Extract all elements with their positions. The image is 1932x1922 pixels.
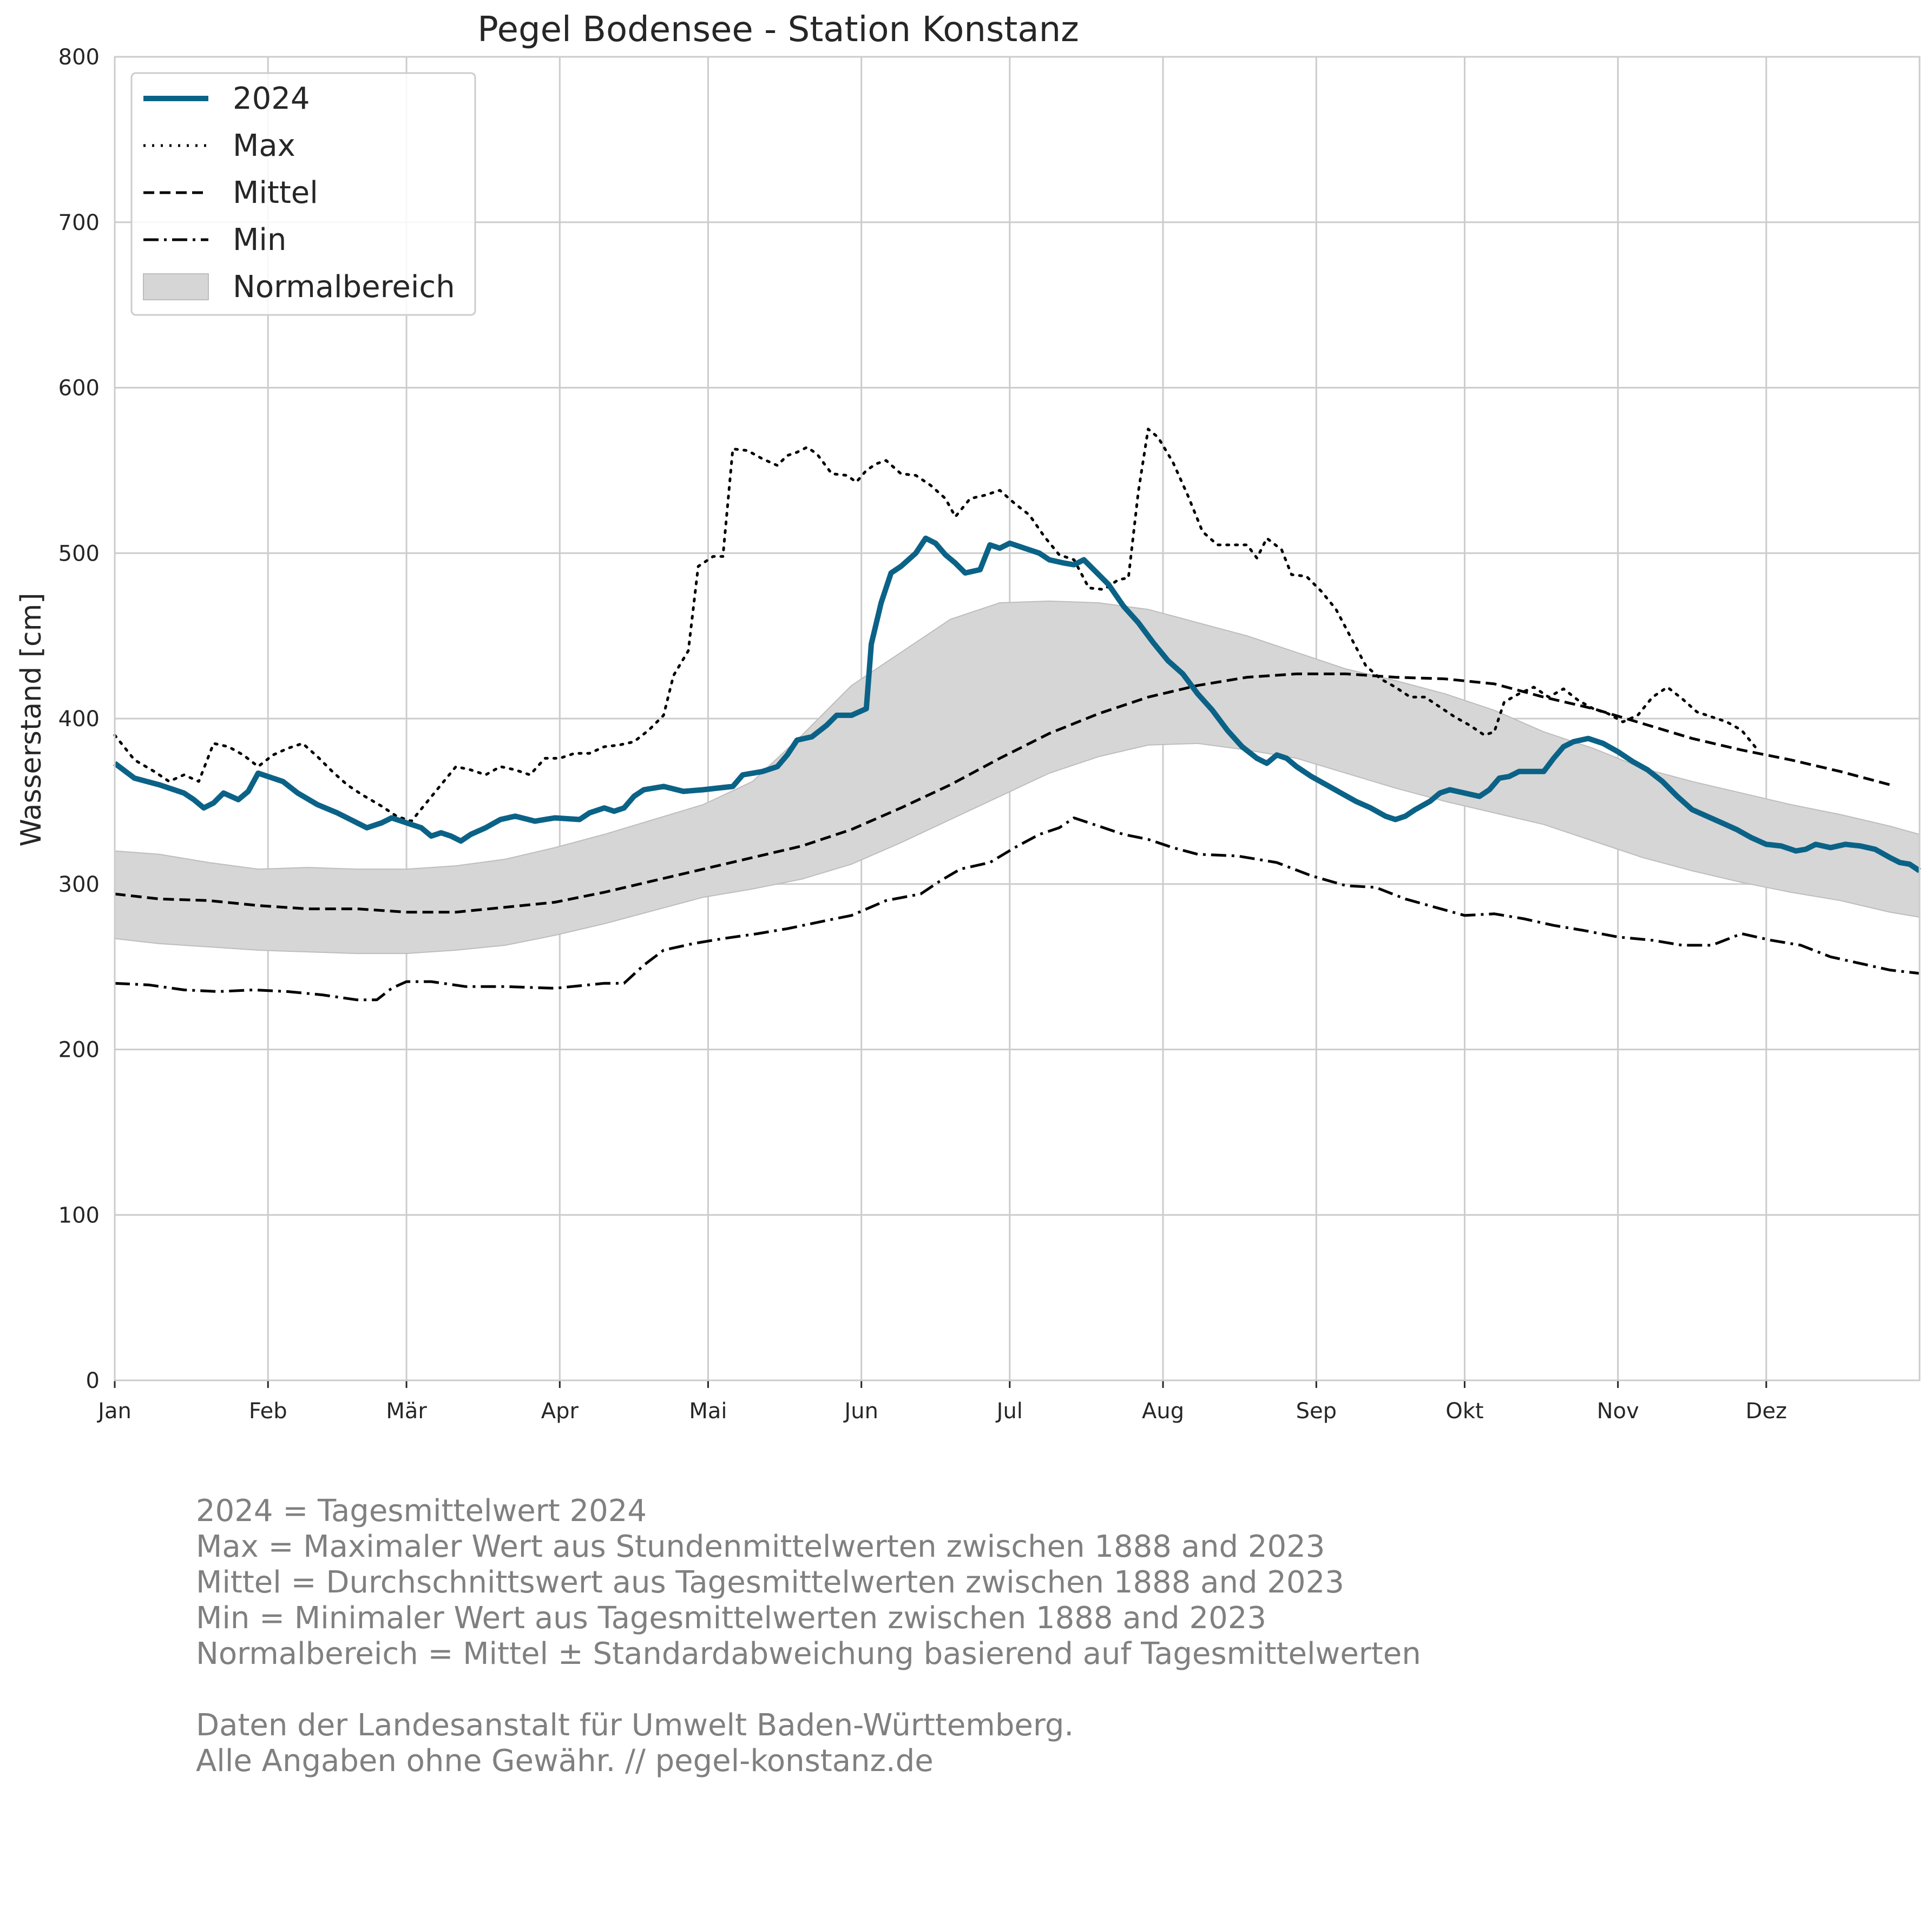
series-lines xyxy=(113,427,1921,1002)
footnote-2024: 2024 = Tagesmittelwert 2024 xyxy=(196,1493,647,1529)
legend-swatch-normalbereich xyxy=(143,273,209,300)
series-line-2024 xyxy=(113,535,1921,873)
x-tick-label: Feb xyxy=(249,1399,287,1424)
legend-label-mittel: Mittel xyxy=(233,175,318,210)
legend-label-min: Min xyxy=(233,222,286,258)
footnote-normalbereich: Normalbereich = Mittel ± Standardabweich… xyxy=(196,1636,1421,1671)
y-tick-label: 700 xyxy=(58,210,100,235)
water-level-chart: 0 100 200 300 400 500 600 700 800 Jan Feb Mär Apr Mai… xyxy=(15,10,1921,1424)
x-tick-label: Nov xyxy=(1597,1399,1639,1424)
axes: 0 100 200 300 400 500 600 700 800 Jan Feb Mär Apr Mai… xyxy=(58,45,1921,1424)
footnote-source: Daten der Landesanstalt für Umwelt Baden… xyxy=(196,1708,1074,1743)
footnotes: 2024 = Tagesmittelwert 2024 Max = Maxima… xyxy=(196,1493,1421,1779)
x-tick-label: Jul xyxy=(995,1399,1023,1424)
y-tick-label: 500 xyxy=(58,541,100,566)
legend: 2024 Max Mittel Min Normalbereich xyxy=(130,72,476,316)
legend-label-normalbereich: Normalbereich xyxy=(233,269,455,305)
legend-box xyxy=(130,72,476,316)
y-tick-label: 200 xyxy=(58,1038,100,1063)
y-tick-label: 400 xyxy=(58,707,100,732)
series-line-min xyxy=(114,817,1920,1002)
x-tick-label: Okt xyxy=(1445,1399,1483,1424)
x-tick-label: Jun xyxy=(843,1399,878,1424)
legend-label-max: Max xyxy=(233,128,295,163)
y-tick-label: 600 xyxy=(58,376,100,401)
x-tick-label: Dez xyxy=(1746,1399,1787,1424)
y-tick-label: 0 xyxy=(86,1368,100,1393)
series-line-mittel xyxy=(114,672,1890,914)
y-tick-label: 300 xyxy=(58,872,100,897)
x-tick-label: Aug xyxy=(1142,1399,1184,1424)
footnote-mittel: Mittel = Durchschnittswert aus Tagesmitt… xyxy=(196,1565,1344,1600)
x-tick-label: Mär xyxy=(386,1399,427,1424)
footnote-min: Min = Minimaler Wert aus Tagesmittelwert… xyxy=(196,1601,1267,1636)
x-tick-label: Apr xyxy=(541,1399,579,1424)
y-tick-label: 100 xyxy=(58,1203,100,1228)
legend-label-2024: 2024 xyxy=(233,81,310,116)
x-tick-label: Sep xyxy=(1296,1399,1337,1424)
plot-frame xyxy=(114,56,1921,1381)
y-tick-label: 800 xyxy=(58,45,100,70)
chart-title: Pegel Bodensee - Station Konstanz xyxy=(477,10,1079,50)
x-tick-label: Jan xyxy=(96,1399,132,1424)
normalbereich-area xyxy=(114,600,1920,955)
footnote-disclaimer: Alle Angaben ohne Gewähr. // pegel-konst… xyxy=(196,1743,934,1779)
x-tick-label: Mai xyxy=(689,1399,727,1424)
series-line-max xyxy=(113,427,1758,823)
y-axis-label: Wasserstand [cm] xyxy=(15,593,48,846)
footnote-max: Max = Maximaler Wert aus Stundenmittelwe… xyxy=(196,1529,1325,1564)
normalbereich-band xyxy=(114,600,1920,955)
